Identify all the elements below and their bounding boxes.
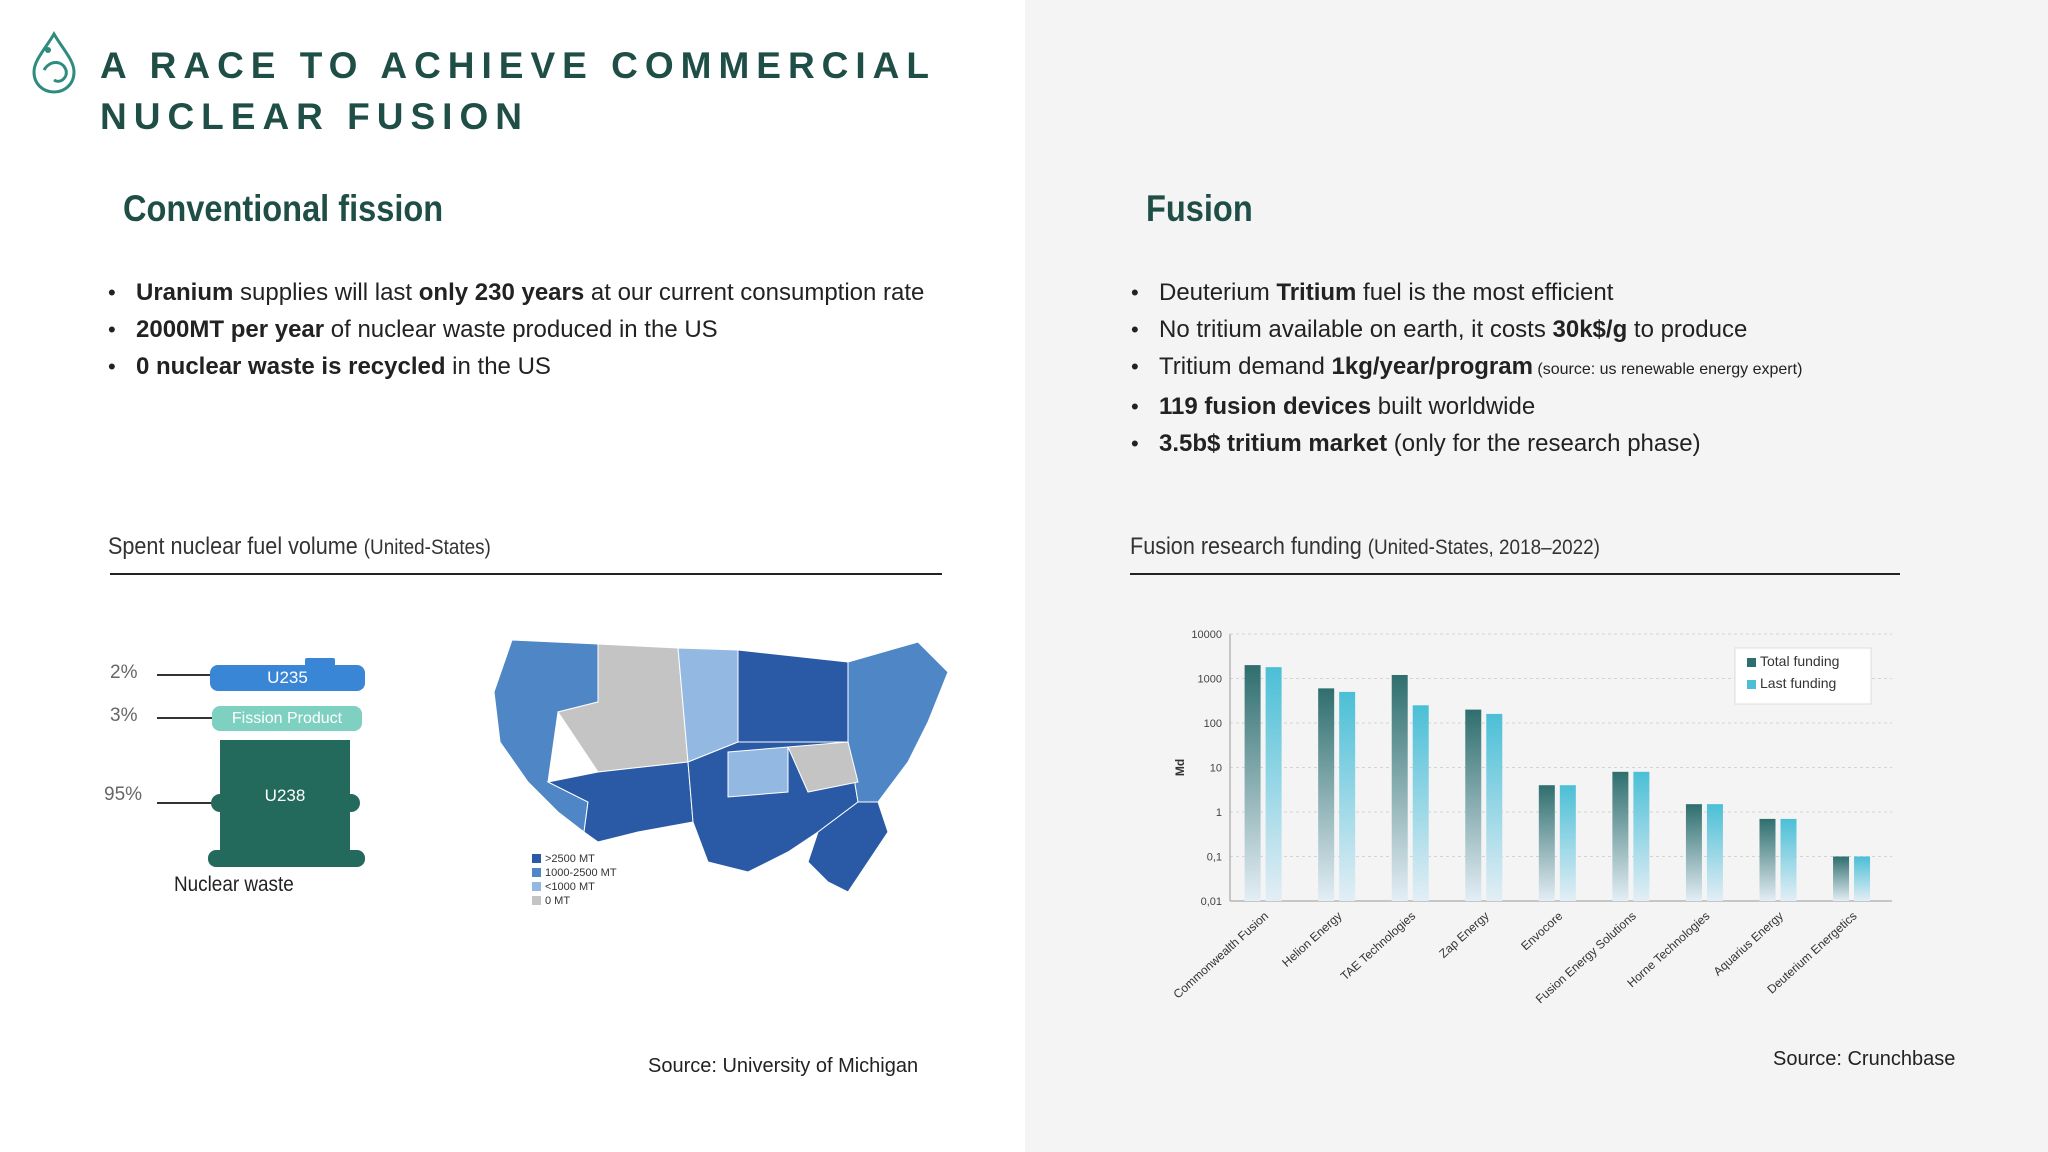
fission-bullet: 2000MT per year of nuclear waste produce… xyxy=(108,311,924,348)
bar-last-funding xyxy=(1486,713,1503,901)
x-tick-label: Commonwealth Fusion xyxy=(1171,909,1272,1002)
fission-product-block: Fission Product xyxy=(212,706,362,731)
fusion-bullet: No tritium available on earth, it costs … xyxy=(1131,311,1802,348)
pct-u238: 95% xyxy=(104,784,143,805)
bar-last-funding xyxy=(1780,818,1797,901)
y-tick-label: 0,1 xyxy=(1207,852,1222,864)
bar-total-funding xyxy=(1244,665,1261,901)
y-tick-label: 1000 xyxy=(1198,674,1222,686)
bar-last-funding xyxy=(1339,691,1356,901)
bar-total-funding xyxy=(1318,688,1335,901)
bar-total-funding xyxy=(1759,818,1776,901)
y-tick-label: 100 xyxy=(1204,718,1222,730)
fission-bullet: Uranium supplies will last only 230 year… xyxy=(108,274,924,311)
map-legend-label: 1000-2500 MT xyxy=(545,867,617,879)
u238-base xyxy=(208,850,365,867)
bar-last-funding xyxy=(1633,771,1650,901)
x-tick-label: Helion Energy xyxy=(1279,909,1344,970)
leader-u235 xyxy=(157,674,213,676)
fission-bullet: 0 nuclear waste is recycled in the US xyxy=(108,348,924,385)
legend-swatch xyxy=(1747,680,1756,689)
u238-knob-right xyxy=(342,794,360,812)
pct-u235: 2% xyxy=(110,662,138,683)
u238-block: U238 xyxy=(220,740,350,860)
fusion-bullet: Deuterium Tritium fuel is the most effic… xyxy=(1131,274,1802,311)
map-legend-label: <1000 MT xyxy=(545,881,595,893)
drop-logo-icon xyxy=(32,30,76,94)
fission-chart-subtitle: Spent nuclear fuel volume (United-States… xyxy=(108,533,491,560)
map-midsouth xyxy=(727,746,789,798)
legend-swatch xyxy=(532,896,541,905)
bar-total-funding xyxy=(1612,771,1629,901)
y-tick-label: 10 xyxy=(1210,763,1222,775)
bar-total-funding xyxy=(1465,709,1482,901)
chart-legend-box xyxy=(1734,647,1872,705)
x-tick-label: TAE Technologies xyxy=(1338,909,1418,983)
leader-fission xyxy=(157,717,213,719)
fission-divider xyxy=(110,573,942,575)
fusion-bullets: Deuterium Tritium fuel is the most effic… xyxy=(1131,274,1802,462)
fission-panel xyxy=(0,0,1025,1152)
page-title: A RACE TO ACHIEVE COMMERCIAL NUCLEAR FUS… xyxy=(100,40,936,142)
map-appalachia xyxy=(787,741,859,793)
fusion-divider xyxy=(1130,573,1900,575)
x-tick-label: Aquarius Energy xyxy=(1711,909,1786,979)
map-southeast xyxy=(807,801,889,893)
x-tick-label: Horne Technologies xyxy=(1624,909,1712,990)
u238-knob-left xyxy=(211,794,229,812)
legend-swatch xyxy=(532,854,541,863)
fusion-source: Source: Crunchbase xyxy=(1773,1048,1956,1070)
us-spent-fuel-map: >2500 MT 1000-2500 MT <1000 MT 0 MT xyxy=(493,639,949,907)
u235-cap xyxy=(305,658,335,668)
fusion-funding-chart: 10000 1000 100 10 1 0,1 0,01 Md Commonwealth Fus… xyxy=(1171,629,1892,1006)
fusion-panel xyxy=(1025,0,2048,1152)
fusion-title: Fusion xyxy=(1146,188,1253,229)
leader-u238 xyxy=(157,802,223,804)
fission-title: Conventional fission xyxy=(123,188,444,229)
fusion-chart-subtitle: Fusion research funding (United-States, … xyxy=(1130,533,1600,560)
legend-label: Last funding xyxy=(1760,675,1836,691)
map-legend-label: >2500 MT xyxy=(545,853,595,865)
map-southwest xyxy=(546,761,694,843)
x-tick-label: Envocore xyxy=(1518,909,1565,954)
bar-last-funding xyxy=(1412,705,1429,901)
map-midwest xyxy=(737,649,849,743)
y-tick-label: 10000 xyxy=(1191,629,1222,641)
page-title-line1: A RACE TO ACHIEVE COMMERCIAL xyxy=(100,45,936,86)
u235-block: U235 xyxy=(210,665,365,691)
y-tick-label: 0,01 xyxy=(1201,896,1222,908)
fusion-bullet: Tritium demand 1kg/year/program (source:… xyxy=(1131,348,1802,388)
bar-last-funding xyxy=(1706,804,1723,901)
pct-fission: 3% xyxy=(110,705,138,726)
y-tick-label: 1 xyxy=(1216,807,1222,819)
bar-total-funding xyxy=(1538,785,1555,901)
fission-source: Source: University of Michigan xyxy=(648,1055,919,1077)
legend-swatch xyxy=(532,868,541,877)
y-axis-label: Md xyxy=(1173,759,1187,776)
map-plains xyxy=(677,647,739,763)
bar-total-funding xyxy=(1391,674,1408,901)
map-east xyxy=(847,641,949,803)
page-title-line2: NUCLEAR FUSION xyxy=(100,96,529,137)
bar-last-funding xyxy=(1854,856,1871,901)
x-tick-label: Zap Energy xyxy=(1436,909,1491,961)
bar-last-funding xyxy=(1559,785,1576,901)
bar-total-funding xyxy=(1685,804,1702,901)
legend-swatch xyxy=(532,882,541,891)
nuclear-waste-label: Nuclear waste xyxy=(174,873,294,896)
map-legend-label: 0 MT xyxy=(545,895,570,907)
legend-swatch xyxy=(1747,658,1756,667)
fission-bullets: Uranium supplies will last only 230 year… xyxy=(108,274,924,385)
bar-last-funding xyxy=(1265,667,1282,901)
fusion-bullet: 3.5b$ tritium market (only for the resea… xyxy=(1131,425,1802,462)
legend-label: Total funding xyxy=(1760,653,1839,669)
bar-total-funding xyxy=(1833,856,1850,901)
fusion-bullet: 119 fusion devices built worldwide xyxy=(1131,388,1802,425)
